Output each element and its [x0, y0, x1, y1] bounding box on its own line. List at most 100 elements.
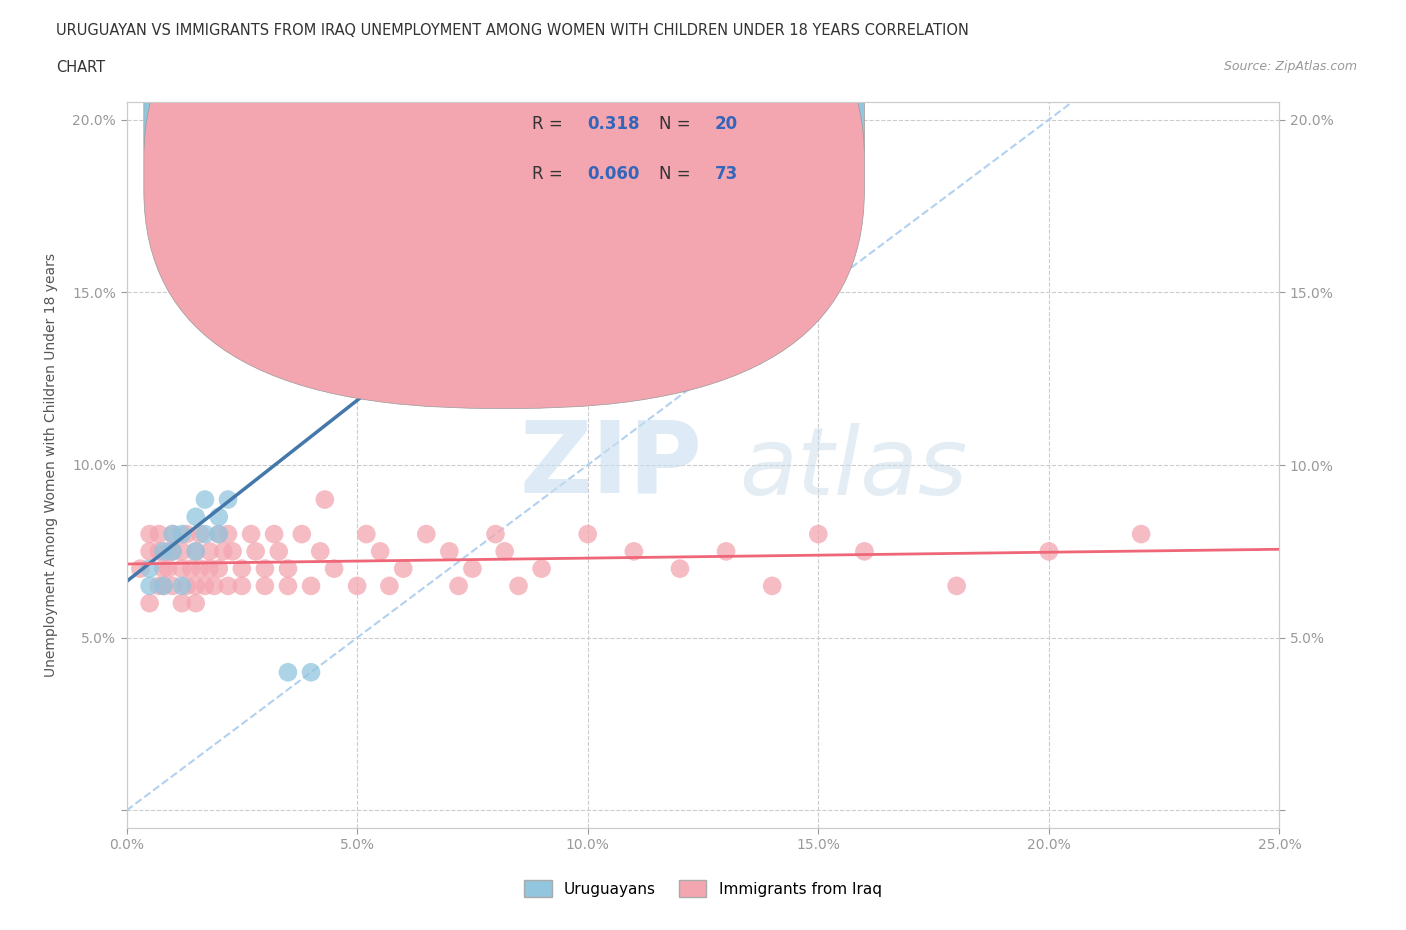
Point	[217, 492, 239, 507]
Point	[162, 544, 184, 559]
Point	[623, 544, 645, 559]
Point	[356, 526, 378, 541]
Point	[162, 526, 184, 541]
Point	[807, 526, 830, 541]
Point	[188, 561, 211, 576]
Y-axis label: Unemployment Among Women with Children Under 18 years: Unemployment Among Women with Children U…	[45, 253, 59, 677]
Point	[221, 544, 243, 559]
Point	[392, 561, 415, 576]
Point	[378, 578, 401, 593]
Point	[217, 578, 239, 593]
Point	[148, 526, 170, 541]
Point	[346, 285, 368, 299]
Point	[152, 578, 174, 593]
Point	[138, 526, 160, 541]
FancyBboxPatch shape	[143, 0, 865, 358]
Point	[138, 544, 160, 559]
Text: R =: R =	[533, 114, 568, 133]
Point	[484, 526, 506, 541]
Point	[494, 544, 516, 559]
Point	[148, 578, 170, 593]
Text: 20: 20	[714, 114, 738, 133]
Point	[208, 561, 231, 576]
Point	[263, 526, 285, 541]
Point	[761, 578, 783, 593]
Point	[368, 544, 391, 559]
Point	[439, 544, 461, 559]
Text: URUGUAYAN VS IMMIGRANTS FROM IRAQ UNEMPLOYMENT AMONG WOMEN WITH CHILDREN UNDER 1: URUGUAYAN VS IMMIGRANTS FROM IRAQ UNEMPL…	[56, 23, 969, 38]
Point	[208, 526, 231, 541]
Point	[184, 578, 207, 593]
Point	[202, 578, 225, 593]
Point	[253, 233, 276, 248]
Text: ZIP: ZIP	[519, 417, 702, 513]
Point	[208, 526, 231, 541]
Point	[253, 578, 276, 593]
Point	[138, 596, 160, 611]
Point	[277, 578, 299, 593]
Point	[508, 578, 530, 593]
Point	[138, 561, 160, 576]
Point	[194, 492, 217, 507]
Point	[194, 578, 217, 593]
Point	[415, 526, 437, 541]
Point	[714, 544, 737, 559]
Point	[299, 578, 322, 593]
Point	[162, 544, 184, 559]
FancyBboxPatch shape	[143, 0, 865, 408]
Text: atlas: atlas	[738, 423, 967, 514]
Point	[170, 596, 193, 611]
Point	[208, 510, 231, 525]
Point	[277, 665, 299, 680]
Point	[253, 561, 276, 576]
Point	[188, 526, 211, 541]
Point	[170, 544, 193, 559]
Text: N =: N =	[659, 114, 696, 133]
Point	[170, 561, 193, 576]
Point	[231, 578, 253, 593]
Point	[576, 526, 599, 541]
Legend: Uruguayans, Immigrants from Iraq: Uruguayans, Immigrants from Iraq	[519, 873, 887, 903]
Text: N =: N =	[659, 166, 696, 183]
Point	[148, 544, 170, 559]
Point	[162, 526, 184, 541]
Point	[170, 526, 193, 541]
Point	[184, 596, 207, 611]
Point	[176, 526, 198, 541]
Point	[152, 544, 174, 559]
Text: 0.318: 0.318	[588, 114, 640, 133]
Point	[231, 233, 253, 248]
Point	[945, 578, 967, 593]
FancyBboxPatch shape	[461, 102, 830, 211]
Point	[129, 561, 152, 576]
Point	[240, 526, 263, 541]
Point	[184, 544, 207, 559]
Point	[152, 578, 174, 593]
Text: CHART: CHART	[56, 60, 105, 75]
Point	[180, 561, 202, 576]
Point	[184, 544, 207, 559]
Point	[194, 526, 217, 541]
Point	[162, 578, 184, 593]
Point	[314, 492, 336, 507]
Point	[184, 510, 207, 525]
Point	[309, 544, 332, 559]
Point	[138, 578, 160, 593]
Point	[231, 561, 253, 576]
Point	[245, 544, 267, 559]
Point	[853, 544, 876, 559]
Point	[212, 544, 235, 559]
Point	[157, 561, 180, 576]
Point	[346, 578, 368, 593]
Text: 0.060: 0.060	[588, 166, 640, 183]
Point	[267, 544, 290, 559]
Point	[157, 544, 180, 559]
Point	[323, 561, 346, 576]
Point	[1130, 526, 1153, 541]
Text: R =: R =	[533, 166, 568, 183]
Point	[291, 526, 314, 541]
Point	[530, 561, 553, 576]
Text: Source: ZipAtlas.com: Source: ZipAtlas.com	[1223, 60, 1357, 73]
Point	[217, 526, 239, 541]
Point	[299, 665, 322, 680]
